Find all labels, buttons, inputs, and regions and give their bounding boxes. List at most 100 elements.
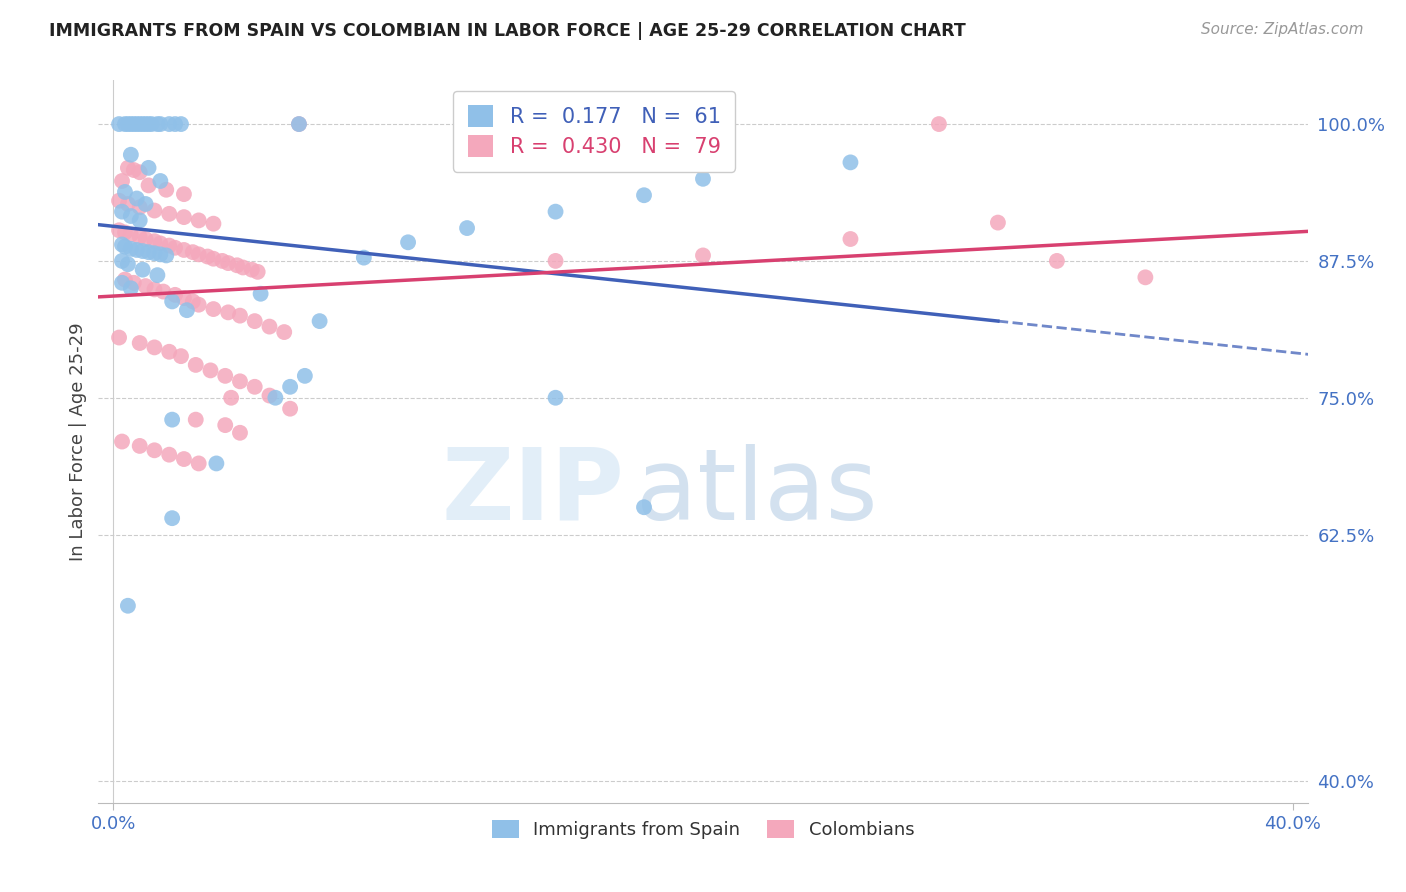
Point [114,272,136,286]
Text: IMMIGRANTS FROM SPAIN VS COLOMBIAN IN LABOR FORCE | AGE 25-29 CORRELATION CHART: IMMIGRANTS FROM SPAIN VS COLOMBIAN IN LA… [49,22,966,40]
Point [308,314,330,328]
Point [288,117,311,131]
Point [165,288,187,302]
Point [135,232,157,246]
Point [149,174,172,188]
Point [155,248,177,262]
Point [288,117,311,131]
Point [131,244,153,258]
Point [219,391,242,405]
Point [633,188,655,202]
Point [120,242,142,256]
Point [544,253,567,268]
Point [117,197,139,211]
Point [128,213,150,227]
Point [211,253,233,268]
Point [240,262,263,277]
Point [138,178,160,193]
Point [111,434,134,449]
Point [128,336,150,351]
Point [633,500,655,515]
Text: ZIP: ZIP [441,443,624,541]
Point [246,265,269,279]
Point [202,252,225,266]
Point [120,147,142,161]
Point [149,236,172,251]
Point [1135,270,1157,285]
Point [125,192,148,206]
Point [214,418,236,433]
Point [181,294,204,309]
Point [143,234,166,248]
Point [181,245,204,260]
Point [205,457,228,471]
Point [692,171,714,186]
Point [120,227,142,242]
Point [149,247,172,261]
Point [135,197,157,211]
Point [143,340,166,354]
Point [143,246,166,260]
Point [157,448,180,462]
Point [173,187,195,202]
Point [128,439,150,453]
Point [197,250,219,264]
Point [111,276,134,290]
Point [170,117,193,131]
Point [165,117,187,131]
Point [111,174,134,188]
Point [243,314,266,328]
Point [114,240,136,254]
Point [839,155,862,169]
Point [128,200,150,214]
Point [278,401,301,416]
Point [692,248,714,262]
Point [544,204,567,219]
Point [160,511,183,525]
Point [111,237,134,252]
Point [232,260,254,275]
Point [273,325,295,339]
Point [155,183,177,197]
Point [170,349,193,363]
Point [202,217,225,231]
Point [160,412,183,426]
Point [928,117,950,131]
Point [108,117,131,131]
Point [117,161,139,175]
Point [187,213,209,227]
Point [143,443,166,458]
Point [131,117,153,131]
Point [149,117,172,131]
Point [544,391,567,405]
Point [108,223,131,237]
Point [111,204,134,219]
Point [202,301,225,316]
Point [135,117,157,131]
Point [141,117,163,131]
Point [120,117,142,131]
Point [143,282,166,296]
Point [131,262,153,277]
Point [176,303,198,318]
Point [1046,253,1069,268]
Point [987,216,1010,230]
Point [117,117,139,131]
Point [111,253,134,268]
Point [117,257,139,271]
Point [217,256,239,270]
Point [165,241,187,255]
Point [173,210,195,224]
Point [259,388,281,402]
Point [138,161,160,175]
Point [125,243,148,257]
Point [187,298,209,312]
Point [125,117,148,131]
Point [108,194,131,208]
Point [214,368,236,383]
Point [839,232,862,246]
Point [128,165,150,179]
Point [128,117,150,131]
Point [278,380,301,394]
Point [135,279,157,293]
